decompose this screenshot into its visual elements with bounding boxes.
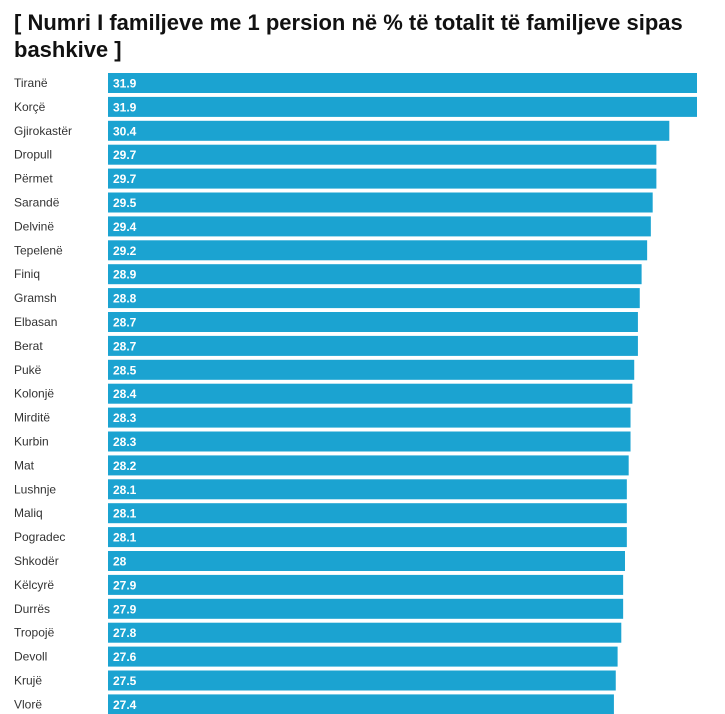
bar bbox=[108, 312, 638, 332]
category-label: Maliq bbox=[14, 506, 43, 520]
bar bbox=[108, 240, 648, 261]
category-label: Dropull bbox=[14, 148, 52, 162]
value-label: 27.5 bbox=[113, 674, 137, 688]
bar bbox=[108, 694, 614, 714]
bar bbox=[108, 503, 627, 524]
category-label: Sarandë bbox=[14, 196, 60, 210]
bar bbox=[108, 455, 629, 476]
category-label: Finiq bbox=[14, 267, 40, 281]
category-label: Tepelenë bbox=[14, 243, 63, 257]
value-label: 30.4 bbox=[113, 124, 137, 138]
bar bbox=[108, 670, 616, 691]
category-label: Kurbin bbox=[14, 435, 49, 449]
category-label: Këlcyrë bbox=[14, 578, 54, 592]
category-label: Tiranë bbox=[14, 76, 48, 90]
value-label: 29.7 bbox=[113, 148, 137, 162]
bar bbox=[108, 216, 651, 237]
value-label: 28.9 bbox=[113, 268, 137, 282]
value-label: 28.3 bbox=[113, 435, 137, 449]
category-label: Shkodër bbox=[14, 554, 59, 568]
category-label: Gjirokastër bbox=[14, 124, 72, 138]
bar bbox=[108, 646, 618, 667]
value-label: 27.4 bbox=[113, 698, 137, 712]
category-label: Përmet bbox=[14, 172, 53, 186]
value-label: 28.1 bbox=[113, 483, 137, 497]
bar bbox=[108, 407, 631, 428]
value-label: 29.2 bbox=[113, 244, 137, 258]
category-label: Krujë bbox=[14, 674, 42, 688]
bar bbox=[108, 359, 635, 380]
category-label: Pukë bbox=[14, 363, 42, 377]
category-label: Gramsh bbox=[14, 291, 57, 305]
bar bbox=[108, 264, 642, 285]
chart-title: [ Numri I familjeve me 1 persion në % të… bbox=[14, 10, 683, 62]
bar bbox=[108, 383, 633, 404]
bar bbox=[108, 168, 657, 189]
bar bbox=[108, 431, 631, 452]
value-label: 27.9 bbox=[113, 578, 137, 592]
category-label: Devoll bbox=[14, 650, 47, 664]
category-label: Elbasan bbox=[14, 315, 57, 329]
category-label: Berat bbox=[14, 339, 43, 353]
bar bbox=[108, 96, 697, 117]
bar bbox=[108, 144, 657, 165]
bar bbox=[108, 551, 625, 571]
category-label: Delvinë bbox=[14, 219, 54, 233]
value-label: 28.2 bbox=[113, 459, 137, 473]
value-label: 27.6 bbox=[113, 650, 137, 664]
category-label: Kolonjë bbox=[14, 387, 54, 401]
category-label: Durrës bbox=[14, 602, 50, 616]
category-label: Pogradec bbox=[14, 530, 65, 544]
value-label: 29.7 bbox=[113, 172, 137, 186]
value-label: 28.4 bbox=[113, 387, 137, 401]
bar bbox=[108, 574, 624, 595]
value-label: 29.4 bbox=[113, 220, 137, 234]
value-label: 29.5 bbox=[113, 196, 137, 210]
bar bbox=[108, 527, 627, 548]
bar bbox=[108, 120, 670, 141]
bar bbox=[108, 288, 640, 309]
value-label: 28.7 bbox=[113, 339, 137, 353]
value-label: 28.3 bbox=[113, 411, 137, 425]
value-label: 28.5 bbox=[113, 363, 137, 377]
value-label: 28.8 bbox=[113, 292, 137, 306]
bar bbox=[108, 479, 627, 500]
value-label: 28 bbox=[113, 555, 127, 569]
value-label: 27.9 bbox=[113, 602, 137, 616]
category-label: Tropojë bbox=[14, 626, 55, 640]
bar bbox=[108, 335, 638, 356]
value-label: 27.8 bbox=[113, 626, 137, 640]
category-label: Vlorë bbox=[14, 697, 42, 711]
value-label: 31.9 bbox=[113, 77, 137, 91]
value-label: 28.7 bbox=[113, 316, 137, 330]
bar bbox=[108, 192, 653, 213]
bar bbox=[108, 598, 624, 619]
category-label: Korçë bbox=[14, 100, 46, 114]
value-label: 28.1 bbox=[113, 531, 137, 545]
bar bbox=[108, 622, 622, 643]
category-label: Mirditë bbox=[14, 411, 50, 425]
value-label: 31.9 bbox=[113, 100, 137, 114]
bar bbox=[108, 73, 697, 93]
value-label: 28.1 bbox=[113, 507, 137, 521]
category-label: Lushnje bbox=[14, 482, 56, 496]
category-label: Mat bbox=[14, 458, 35, 472]
